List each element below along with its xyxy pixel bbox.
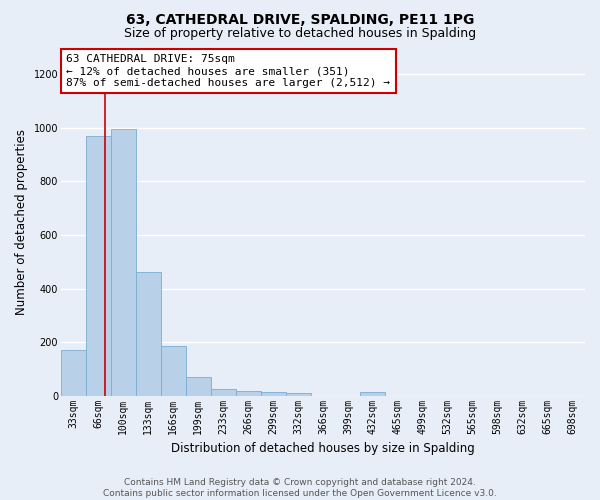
- Bar: [286, 393, 311, 396]
- Bar: [186, 377, 211, 396]
- Bar: [86, 136, 111, 396]
- Bar: [236, 391, 260, 396]
- Bar: [161, 346, 186, 396]
- Text: 63 CATHEDRAL DRIVE: 75sqm
← 12% of detached houses are smaller (351)
87% of semi: 63 CATHEDRAL DRIVE: 75sqm ← 12% of detac…: [66, 54, 390, 88]
- Y-axis label: Number of detached properties: Number of detached properties: [15, 128, 28, 314]
- Bar: [61, 350, 86, 396]
- Bar: [361, 392, 385, 396]
- X-axis label: Distribution of detached houses by size in Spalding: Distribution of detached houses by size …: [171, 442, 475, 455]
- Bar: [136, 272, 161, 396]
- Bar: [211, 389, 236, 396]
- Text: Size of property relative to detached houses in Spalding: Size of property relative to detached ho…: [124, 28, 476, 40]
- Text: Contains HM Land Registry data © Crown copyright and database right 2024.
Contai: Contains HM Land Registry data © Crown c…: [103, 478, 497, 498]
- Bar: [111, 129, 136, 396]
- Text: 63, CATHEDRAL DRIVE, SPALDING, PE11 1PG: 63, CATHEDRAL DRIVE, SPALDING, PE11 1PG: [126, 12, 474, 26]
- Bar: [260, 392, 286, 396]
